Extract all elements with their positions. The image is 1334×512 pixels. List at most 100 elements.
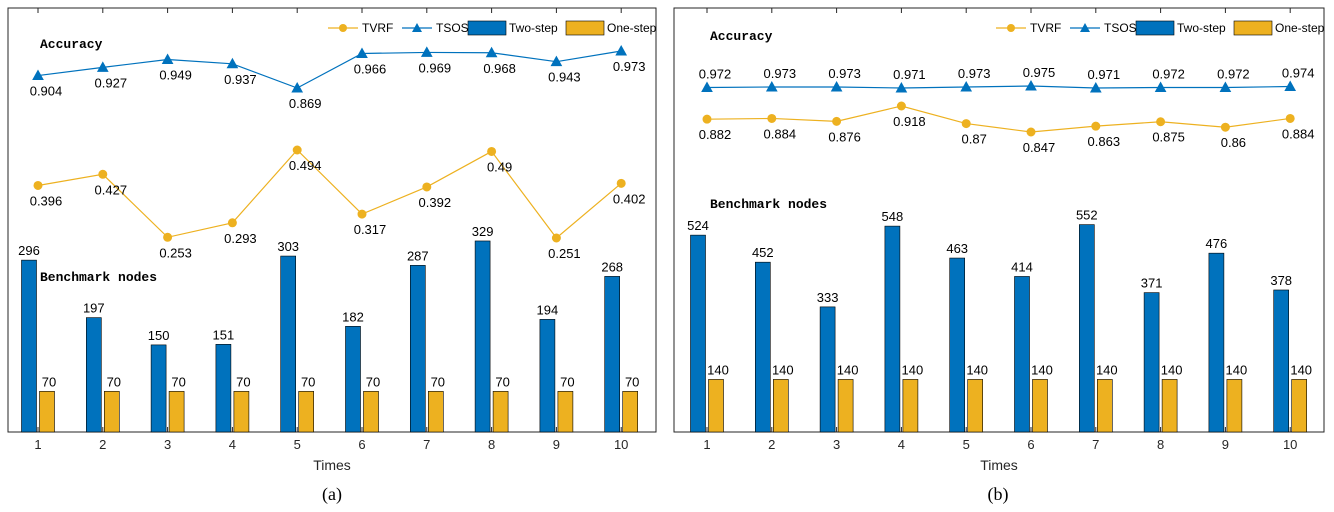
panel-caption: (a) [322, 484, 342, 505]
point-label-tsos: 0.869 [289, 96, 322, 111]
marker-tvrf [1285, 113, 1295, 123]
point-label-tsos: 0.974 [1282, 66, 1315, 81]
bar-one-step [298, 391, 315, 433]
marker-tsos [96, 61, 109, 72]
bar-two-step [150, 344, 167, 433]
x-tick-label: 7 [1092, 437, 1099, 452]
bar-label-two-step: 524 [687, 218, 709, 233]
bar-label-two-step: 303 [277, 239, 299, 254]
marker-tvrf [551, 233, 561, 243]
bar-label-one-step: 70 [560, 374, 574, 389]
x-axis-label: Times [313, 457, 351, 473]
bar-one-step [837, 379, 854, 433]
bar-label-one-step: 140 [707, 362, 729, 377]
annotation-benchmark-nodes: Benchmark nodes [710, 197, 827, 212]
legend-label-tsos: TSOS [1104, 21, 1137, 35]
legend-swatch-two-step [467, 20, 507, 36]
bar-one-step [233, 391, 250, 433]
x-tick-label: 10 [614, 437, 628, 452]
bar-label-one-step: 70 [236, 374, 250, 389]
x-tick-label: 3 [833, 437, 840, 452]
bar-one-step [363, 391, 379, 433]
x-tick-label: 5 [294, 437, 301, 452]
bar-two-step [1143, 292, 1160, 433]
marker-tvrf [357, 209, 367, 219]
bar-label-one-step: 140 [1096, 362, 1118, 377]
legend-label-two-step: Two-step [1177, 21, 1226, 35]
marker-tsos [1154, 81, 1167, 92]
marker-tsos [550, 55, 563, 67]
legend-label-tvrf: TVRF [362, 21, 393, 35]
point-label-tvrf: 0.402 [613, 191, 646, 206]
marker-tsos [32, 69, 44, 81]
bar-one-step [772, 379, 789, 433]
bar-two-step [949, 257, 966, 433]
panel-caption: (b) [988, 484, 1009, 505]
annotation-accuracy: Accuracy [710, 29, 773, 44]
bar-two-step [409, 265, 426, 433]
bar-one-step [1097, 379, 1113, 433]
legend-label-one-step: One-step [607, 21, 657, 35]
bar-label-two-step: 414 [1011, 259, 1033, 274]
bar-label-one-step: 140 [902, 362, 924, 377]
legend: TVRF TSOS Two-step One-step [996, 20, 1325, 36]
x-tick-label: 4 [898, 437, 905, 452]
marker-tvrf [98, 169, 108, 179]
x-tick-label: 1 [703, 437, 710, 452]
point-label-tsos: 0.973 [958, 66, 991, 81]
bar-label-one-step: 140 [1161, 362, 1183, 377]
bar-label-two-step: 194 [537, 302, 559, 317]
legend-label-tsos: TSOS [436, 21, 469, 35]
marker-tvrf [1220, 122, 1230, 132]
bar-one-step [1161, 379, 1178, 433]
legend-marker-tvrf [339, 24, 347, 32]
x-tick-label: 1 [34, 437, 41, 452]
point-label-tvrf: 0.396 [30, 193, 63, 208]
legend-marker-tvrf [1007, 24, 1015, 32]
x-tick-label: 6 [1027, 437, 1034, 452]
marker-tvrf [1091, 121, 1101, 131]
bar-one-step [708, 379, 724, 433]
legend: TVRF TSOS Two-step One-step [328, 20, 657, 36]
bar-two-step [819, 306, 836, 433]
marker-tsos [701, 81, 713, 92]
bar-two-step [884, 225, 901, 433]
x-tick-label: 9 [1222, 437, 1229, 452]
x-tick-label: 10 [1283, 437, 1297, 452]
bar-two-step [604, 276, 621, 433]
bar-two-step [1014, 276, 1030, 433]
x-tick-label: 2 [99, 437, 106, 452]
x-tick-label: 6 [358, 437, 365, 452]
bar-label-one-step: 70 [625, 374, 639, 389]
bar-label-one-step: 70 [171, 374, 185, 389]
legend-label-tvrf: TVRF [1030, 21, 1061, 35]
bar-label-one-step: 70 [107, 374, 121, 389]
bar-two-step [280, 255, 297, 433]
bar-label-one-step: 70 [495, 374, 509, 389]
marker-tsos [291, 81, 304, 93]
bar-one-step [1291, 379, 1307, 433]
point-label-tsos: 0.973 [613, 59, 646, 74]
bar-one-step [967, 379, 984, 433]
point-label-tsos: 0.972 [1217, 67, 1250, 82]
point-label-tsos: 0.966 [354, 61, 387, 76]
marker-tvrf [487, 146, 497, 156]
bar-one-step [39, 391, 55, 433]
marker-tvrf [422, 182, 432, 192]
x-tick-label: 9 [553, 437, 560, 452]
point-label-tvrf: 0.876 [828, 129, 861, 144]
point-label-tsos: 0.937 [224, 72, 257, 87]
bar-label-two-step: 182 [342, 309, 364, 324]
marker-tvrf [33, 180, 43, 190]
marker-tsos [830, 80, 843, 92]
bar-one-step [557, 391, 574, 433]
marker-tvrf [961, 119, 971, 129]
annotation-benchmark-nodes: Benchmark nodes [40, 270, 157, 285]
bar-label-two-step: 463 [946, 241, 968, 256]
bar-one-step [1032, 379, 1048, 433]
point-label-tvrf: 0.884 [764, 126, 797, 141]
annotation-accuracy: Accuracy [40, 37, 103, 52]
bar-label-two-step: 150 [148, 328, 170, 343]
bar-one-step [168, 391, 185, 433]
bar-label-one-step: 140 [1226, 362, 1248, 377]
